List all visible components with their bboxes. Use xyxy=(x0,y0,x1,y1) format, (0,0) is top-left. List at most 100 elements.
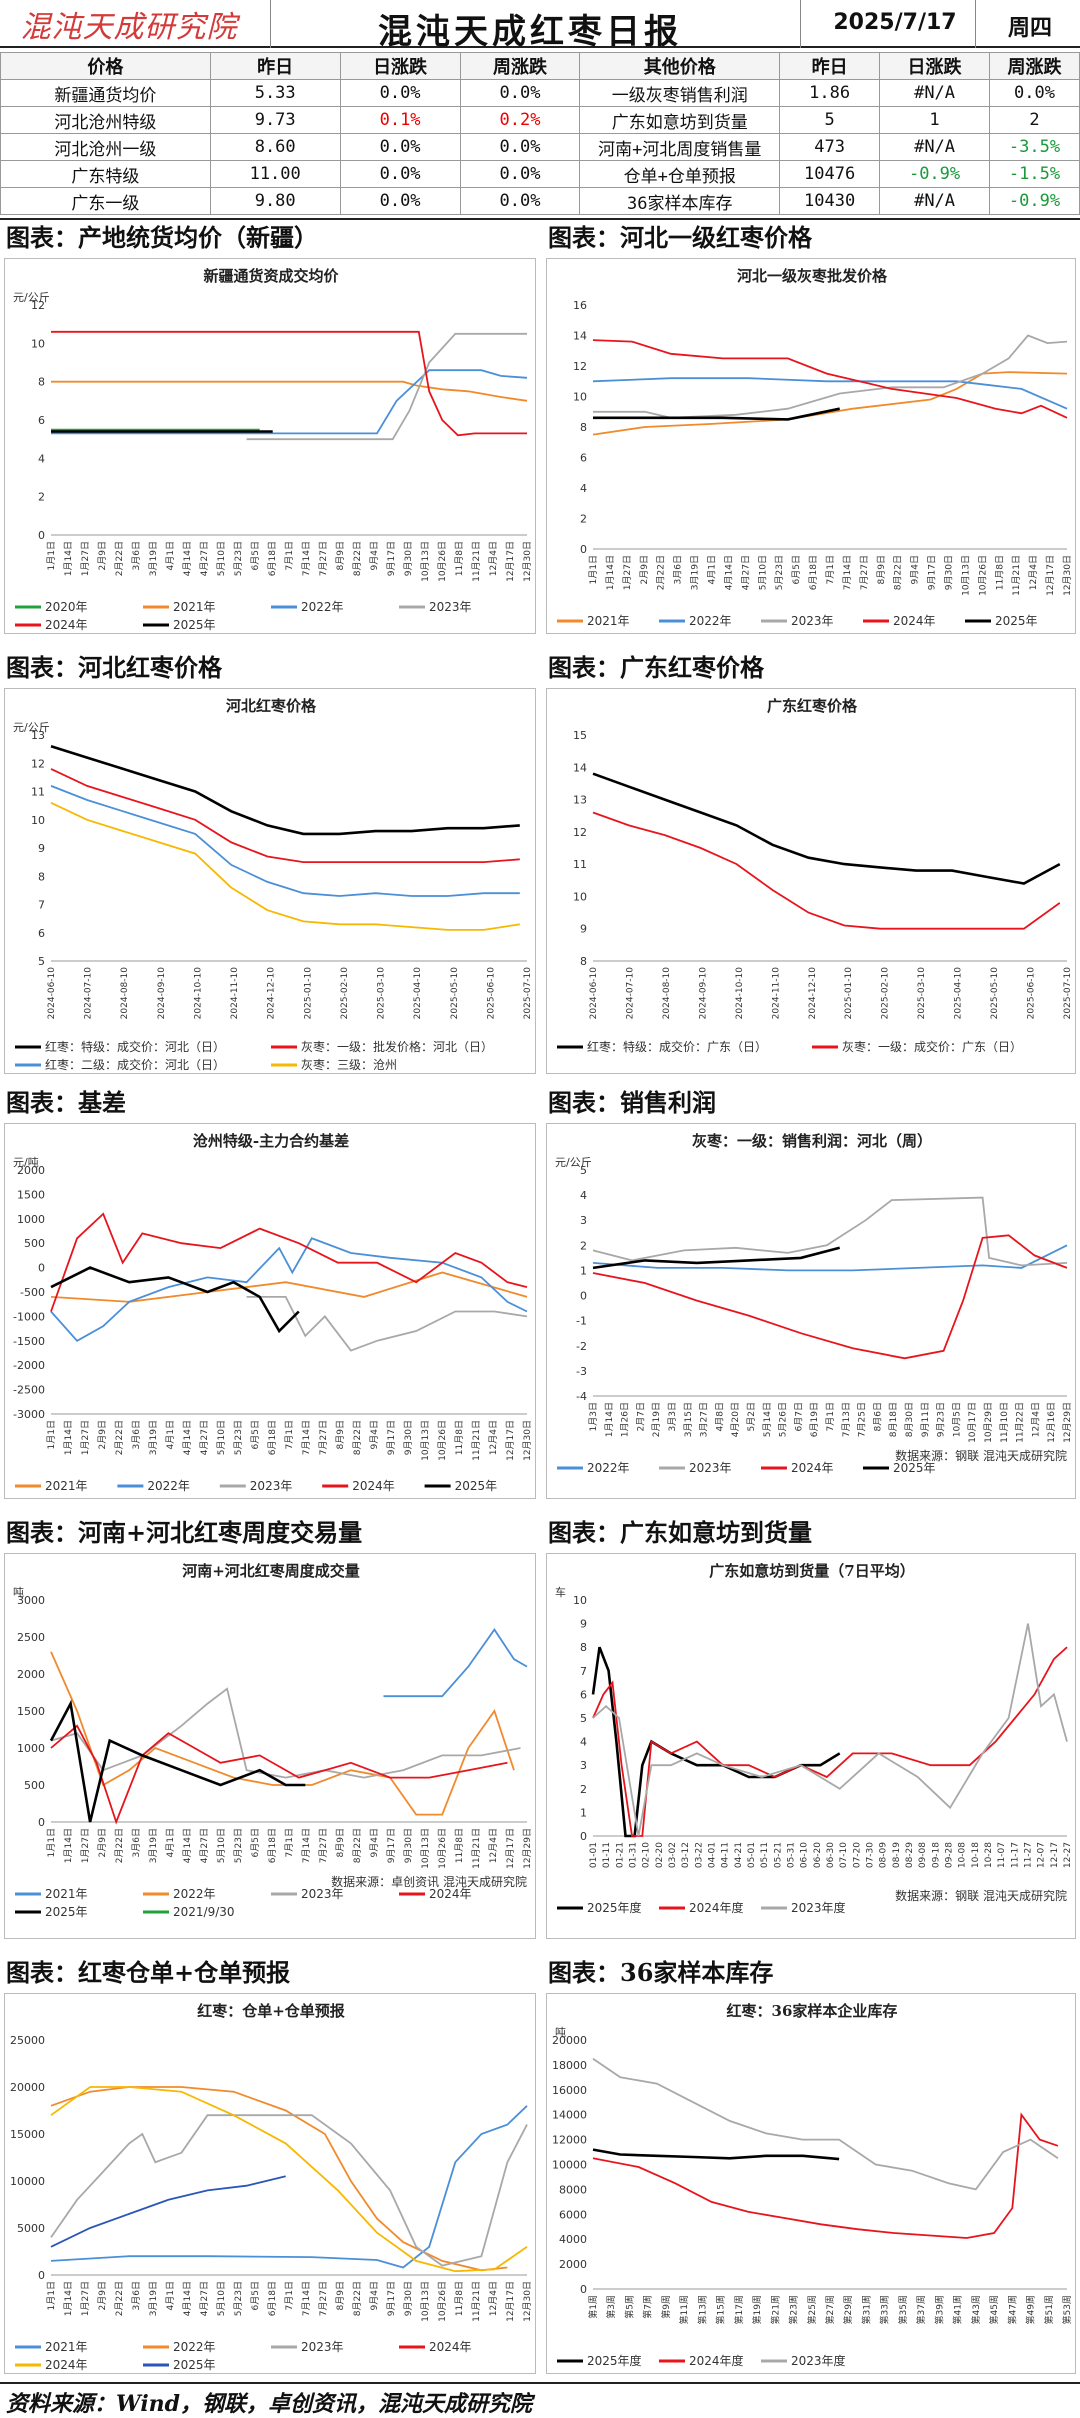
x-tick-label: 5月23日 xyxy=(233,2281,244,2316)
column-header: 周涨跌 xyxy=(459,52,581,80)
x-tick-label: 5月10日 xyxy=(216,1420,227,1455)
y-tick-label: 3 xyxy=(580,1214,587,1227)
x-tick-label: 11-07 xyxy=(997,1842,1007,1868)
table-cell: 0.0% xyxy=(339,133,461,161)
legend-label: 灰枣：三级：沧州 xyxy=(301,1057,397,1072)
column-header: 昨日 xyxy=(779,52,881,80)
y-axis-unit: 元/吨 xyxy=(13,1156,39,1169)
x-tick-label: 2025-07-10 xyxy=(523,967,533,1020)
x-tick-label: 4月1日 xyxy=(165,1420,176,1449)
legend-label: 2025年 xyxy=(173,2358,216,2372)
y-tick-label: 12 xyxy=(573,826,587,839)
legend-label: 2024年 xyxy=(45,2358,88,2372)
chart-title: 红枣：仓单+仓单预报 xyxy=(197,2002,345,2020)
x-tick-label: 1月27日 xyxy=(80,541,91,576)
chart-section-title: 图表：广东如意坊到货量 xyxy=(542,1515,1080,1551)
series-line xyxy=(50,2175,286,2248)
x-tick-label: 1月14日 xyxy=(605,555,616,590)
y-tick-label: -3000 xyxy=(13,1408,45,1421)
legend-label: 2025年 xyxy=(45,1905,88,1919)
table-cell: 10476 xyxy=(779,160,881,188)
series-line xyxy=(51,330,527,437)
x-tick-label: 7月1日 xyxy=(825,1402,836,1431)
y-tick-label: 7 xyxy=(38,899,45,912)
x-tick-label: 7月14日 xyxy=(842,555,853,590)
x-tick-label: 04-01 xyxy=(708,1842,718,1868)
x-tick-label: 12月29日 xyxy=(1062,1402,1073,1443)
x-tick-label: 1月1日 xyxy=(46,1420,57,1449)
x-tick-label: 4月14日 xyxy=(182,541,193,576)
x-tick-label: 4月14日 xyxy=(723,555,734,590)
table-cell: 10430 xyxy=(779,187,881,215)
series-line xyxy=(592,1246,841,1270)
x-tick-label: 9月30日 xyxy=(403,541,414,576)
y-tick-label: 14 xyxy=(573,761,587,774)
x-tick-label: 10-08 xyxy=(958,1842,968,1868)
table-cell: 广东一级 xyxy=(0,187,211,215)
series-line xyxy=(246,1296,528,1352)
x-tick-label: 4月1日 xyxy=(165,2281,176,2310)
x-tick-label: 6月5日 xyxy=(250,1828,261,1857)
divider xyxy=(975,0,976,48)
x-tick-label: 7月1日 xyxy=(284,541,295,570)
x-tick-label: 12月16日 xyxy=(1046,1402,1057,1443)
y-tick-label: 5 xyxy=(38,955,45,968)
legend-label: 2021年 xyxy=(45,1479,88,1493)
x-tick-label: 6月5日 xyxy=(791,555,802,584)
y-tick-label: 4 xyxy=(38,452,45,465)
y-tick-label: -4 xyxy=(576,1390,587,1403)
chart-section-title: 图表：红枣仓单+仓单预报 xyxy=(0,1955,540,1991)
data-source-label: 数据来源：钢联 混沌天成研究院 xyxy=(895,1888,1067,1903)
x-tick-label: 10月13日 xyxy=(420,541,431,582)
x-tick-label: 11月21日 xyxy=(471,2281,482,2322)
y-tick-label: 14 xyxy=(573,330,587,343)
x-tick-label: 12月4日 xyxy=(488,1828,499,1863)
y-tick-label: 6 xyxy=(38,927,45,940)
table-cell: 8.60 xyxy=(209,133,341,161)
x-tick-label: 8月9日 xyxy=(876,555,887,584)
x-tick-label: 第1周 xyxy=(587,2295,599,2319)
table-row: 广东一级 9.80 0.0% 0.0% 36家样本库存 10430 #N/A -0.9% xyxy=(0,187,1080,215)
table-header-row: 价格 昨日 日涨跌 周涨跌 其他价格 昨日 日涨跌 周涨跌 xyxy=(0,52,1080,80)
x-tick-label: 2024-12-10 xyxy=(267,967,277,1020)
table-cell: 9.73 xyxy=(209,106,341,134)
series-line xyxy=(49,1699,306,1823)
divider xyxy=(270,0,271,48)
legend-label: 2023年 xyxy=(429,600,472,614)
x-tick-label: 3月15日 xyxy=(683,1402,694,1437)
x-tick-label: 第43周 xyxy=(970,2295,982,2324)
x-tick-label: 4月1日 xyxy=(165,1828,176,1857)
x-tick-label: 10月26日 xyxy=(437,1420,448,1461)
x-tick-label: 5月10日 xyxy=(216,1828,227,1863)
x-tick-label: 5月23日 xyxy=(233,541,244,576)
x-tick-label: 6月18日 xyxy=(267,1828,278,1863)
y-tick-label: 2 xyxy=(580,513,587,526)
x-tick-label: 05-11 xyxy=(760,1842,770,1868)
x-tick-label: 2025-01-10 xyxy=(844,967,854,1020)
x-tick-label: 9月17日 xyxy=(386,541,397,576)
series-line xyxy=(50,1651,515,1816)
series-line xyxy=(50,1724,508,1825)
y-tick-label: 1000 xyxy=(17,1213,45,1226)
x-tick-label: 10月13日 xyxy=(420,1828,431,1869)
y-tick-label: 13 xyxy=(573,794,587,807)
table-cell: 仓单+仓单预报 xyxy=(579,160,781,188)
y-tick-label: -1 xyxy=(576,1315,587,1328)
x-tick-label: 9月11日 xyxy=(920,1402,931,1437)
x-tick-label: 5月14日 xyxy=(762,1402,773,1437)
x-tick-label: 4月27日 xyxy=(199,1420,210,1455)
x-tick-label: 4月1日 xyxy=(707,555,718,584)
y-tick-label: 3 xyxy=(580,1759,587,1772)
x-tick-label: 9月30日 xyxy=(403,1420,414,1455)
x-tick-label: 9月4日 xyxy=(369,2281,380,2310)
x-tick-label: 3月19日 xyxy=(148,541,159,576)
source-footer: 资料来源：Wind，钢联，卓创资讯，混沌天成研究院 xyxy=(6,2391,533,2417)
x-tick-label: 9月17日 xyxy=(927,555,938,590)
legend-label: 2022年 xyxy=(587,1461,630,1475)
series-line xyxy=(592,371,1068,436)
series-line xyxy=(593,407,840,421)
x-tick-label: 第49周 xyxy=(1025,2295,1037,2324)
table-cell: 5 xyxy=(779,106,881,134)
y-tick-label: 3000 xyxy=(17,1594,45,1607)
